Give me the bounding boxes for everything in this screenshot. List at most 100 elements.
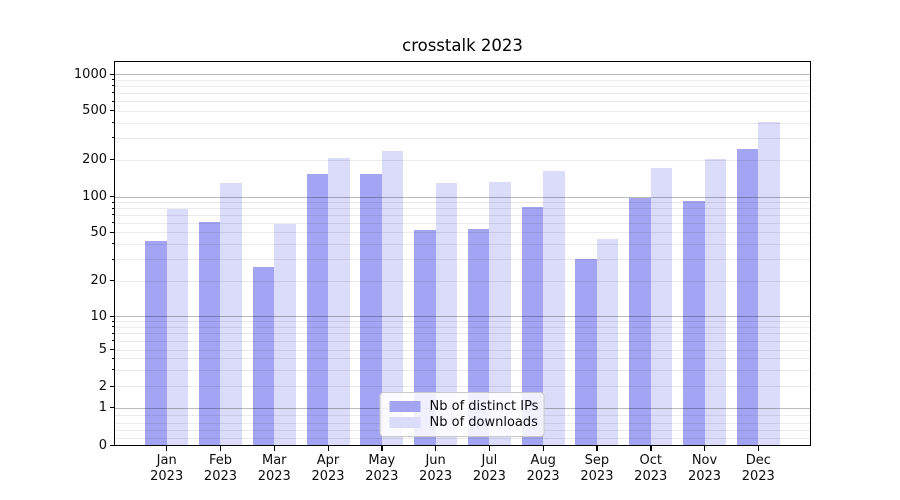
year-label: 2023 xyxy=(311,469,345,484)
y-axis-minor-tick xyxy=(112,222,115,224)
minor-gridline xyxy=(115,358,810,360)
minor-gridline xyxy=(115,159,810,161)
y-axis-minor-tick xyxy=(112,258,115,260)
y-axis-minor-tick xyxy=(112,201,115,203)
x-axis-tick xyxy=(219,446,222,451)
y-axis-minor-tick xyxy=(112,79,115,81)
minor-gridline xyxy=(115,137,810,139)
minor-gridline xyxy=(115,202,810,204)
y-tick-label: 1000 xyxy=(73,66,107,82)
minor-gridline xyxy=(115,321,810,323)
year-label: 2023 xyxy=(687,469,722,484)
x-axis-tick xyxy=(327,446,329,451)
bar-downloads-may xyxy=(381,150,404,445)
year-label: 2023 xyxy=(203,469,238,484)
bar-downloads-feb xyxy=(220,183,242,445)
y-axis-tick xyxy=(110,196,115,198)
y-axis-minor-tick xyxy=(112,214,115,216)
minor-gridline xyxy=(115,349,810,351)
minor-gridline xyxy=(115,326,810,328)
y-axis-tick xyxy=(110,110,115,112)
major-gridline xyxy=(115,316,810,317)
x-tick-label-oct: Oct 2023 xyxy=(624,453,678,485)
bar-distinct-ips-jan xyxy=(145,241,167,445)
minor-gridline xyxy=(115,333,810,335)
y-axis-minor-tick xyxy=(112,92,115,94)
month-label: Feb xyxy=(208,453,232,468)
x-axis-tick xyxy=(542,446,544,451)
minor-gridline xyxy=(115,208,810,210)
month-label: May xyxy=(368,453,396,468)
y-axis-tick xyxy=(110,444,115,446)
x-axis-tick xyxy=(757,446,760,451)
x-tick-label-jul: Jul 2023 xyxy=(462,453,516,485)
y-tick-label: 50 xyxy=(90,224,107,240)
x-tick-label-apr: Apr 2023 xyxy=(301,453,355,485)
minor-gridline xyxy=(115,110,810,112)
y-axis-tick xyxy=(110,231,115,233)
minor-gridline xyxy=(115,280,810,282)
minor-gridline xyxy=(115,85,810,87)
bar-downloads-jun xyxy=(435,183,458,445)
month-label: Nov xyxy=(691,453,718,468)
y-tick-label: 500 xyxy=(82,103,107,119)
bar-downloads-oct xyxy=(650,167,673,445)
y-axis-tick xyxy=(110,407,115,409)
bar-distinct-ips-jun xyxy=(414,230,436,445)
bar-distinct-ips-may xyxy=(360,173,382,445)
x-axis-tick xyxy=(704,446,706,451)
minor-gridline xyxy=(115,259,810,261)
bar-downloads-nov xyxy=(704,158,726,445)
y-axis-tick xyxy=(110,385,115,387)
month-label: Mar xyxy=(261,453,287,468)
y-axis-tick xyxy=(110,280,115,282)
x-tick-label-feb: Feb 2023 xyxy=(193,453,247,485)
bar-distinct-ips-jul xyxy=(467,229,490,445)
month-label: Jun xyxy=(425,453,446,468)
month-label: Aug xyxy=(530,453,556,468)
bar-downloads-mar xyxy=(274,223,296,445)
legend-swatch-distinct-ips xyxy=(389,401,421,412)
minor-gridline xyxy=(115,386,810,387)
y-axis-minor-tick xyxy=(112,137,115,139)
minor-gridline xyxy=(115,222,810,224)
y-tick-label: 200 xyxy=(82,152,107,167)
y-tick-label: 10 xyxy=(90,308,107,324)
y-tick-label: 5 xyxy=(98,342,107,357)
year-label: 2023 xyxy=(257,469,291,484)
x-tick-label-mar: Mar 2023 xyxy=(247,453,301,485)
bar-distinct-ips-feb xyxy=(198,221,221,445)
minor-gridline xyxy=(115,79,810,81)
major-gridline xyxy=(115,196,810,198)
year-label: 2023 xyxy=(526,469,560,484)
bar-downloads-dec xyxy=(758,121,780,445)
minor-gridline xyxy=(115,232,810,233)
legend-label-downloads: Nb of downloads xyxy=(429,415,538,430)
x-tick-label-may: May 2023 xyxy=(355,453,409,485)
y-tick-label: 100 xyxy=(82,189,107,205)
y-axis-tick xyxy=(110,159,115,161)
bar-distinct-ips-mar xyxy=(252,266,275,445)
minor-gridline xyxy=(115,369,810,371)
legend-label-distinct-ips: Nb of distinct IPs xyxy=(429,399,539,414)
y-axis-minor-tick xyxy=(112,100,115,102)
bar-downloads-apr xyxy=(328,157,350,445)
year-label: 2023 xyxy=(472,469,506,484)
minor-gridline xyxy=(115,340,810,342)
y-axis-minor-tick xyxy=(112,326,115,328)
x-axis-tick xyxy=(488,446,491,451)
year-label: 2023 xyxy=(634,469,668,484)
legend: Nb of distinct IPs Nb of downloads xyxy=(379,392,545,437)
x-axis-tick xyxy=(435,446,437,451)
minor-gridline xyxy=(115,122,810,124)
bar-distinct-ips-nov xyxy=(683,200,705,445)
x-axis-tick xyxy=(273,446,276,451)
minor-gridline xyxy=(115,101,810,103)
month-label: Apr xyxy=(316,453,340,468)
y-axis-minor-tick xyxy=(112,340,115,342)
y-axis-minor-tick xyxy=(112,320,115,322)
year-label: 2023 xyxy=(741,469,775,484)
x-axis-tick xyxy=(166,446,168,451)
y-axis-tick xyxy=(110,349,115,351)
x-axis-tick xyxy=(596,446,598,451)
